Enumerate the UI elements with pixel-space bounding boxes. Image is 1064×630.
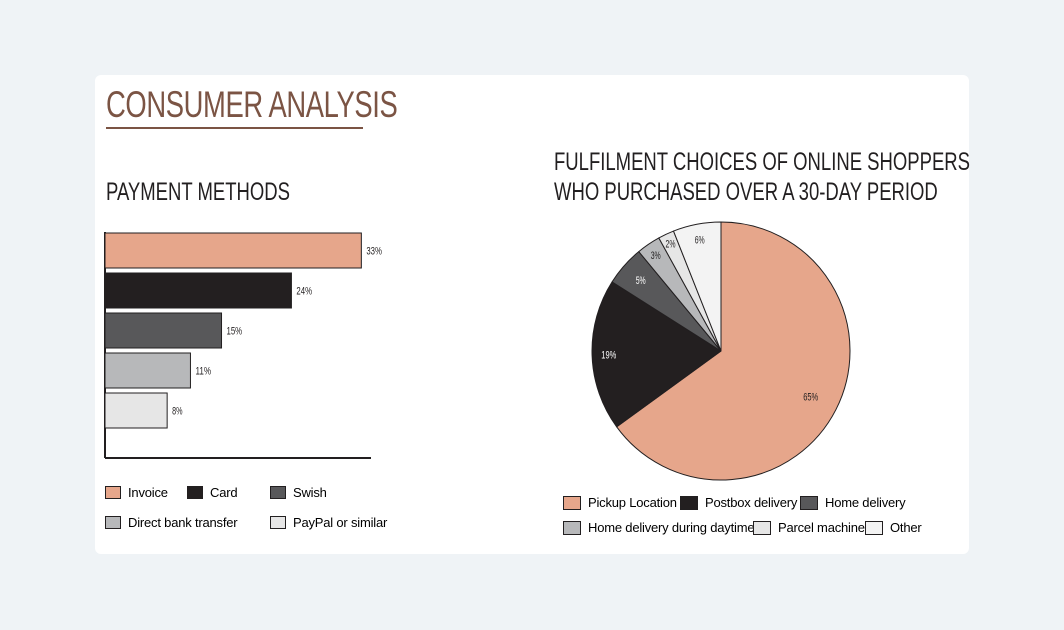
legend-swatch: [680, 495, 698, 510]
pie-data-label: 6%: [695, 235, 705, 247]
bar-swish: [104, 312, 223, 349]
bar-direct-bank-transfer: [104, 352, 191, 389]
bar-data-label: 24%: [296, 286, 312, 298]
payment-chart-title: PAYMENT METHODS: [106, 178, 290, 206]
legend-swatch: [563, 520, 581, 535]
bar-data-label: 11%: [195, 366, 211, 378]
pie-data-label: 19%: [601, 350, 616, 362]
pie-slice-postbox-delivery: [591, 281, 722, 428]
legend-swatch: [865, 520, 883, 535]
legend-label: Parcel machine: [778, 520, 865, 535]
legend-label: Postbox delivery: [705, 495, 798, 510]
legend-label: Pickup Location: [588, 495, 677, 510]
pie-slice-other: [673, 221, 722, 352]
legend-item-invoice: Invoice: [105, 485, 168, 500]
legend-label: PayPal or similar: [293, 515, 388, 530]
legend-swatch: [563, 495, 581, 510]
page-title: CONSUMER ANALYSIS: [106, 84, 398, 125]
legend-label: Other: [890, 520, 922, 535]
legend-item-direct-bank-transfer: Direct bank transfer: [105, 515, 238, 530]
pie-data-label: 5%: [636, 275, 646, 287]
legend-item-home-delivery: Home delivery: [800, 495, 906, 510]
legend-item-pickup-location: Pickup Location: [563, 495, 677, 510]
bar-data-label: 15%: [227, 326, 243, 338]
bar-card: [104, 272, 292, 309]
legend-swatch: [753, 520, 771, 535]
legend-label: Direct bank transfer: [128, 515, 238, 530]
legend-label: Card: [210, 485, 238, 500]
bar-invoice: [104, 232, 362, 269]
legend-item-paypal-or-similar: PayPal or similar: [270, 515, 387, 530]
pie-data-label: 2%: [666, 239, 676, 251]
legend-label: Swish: [293, 485, 327, 500]
legend-label: Invoice: [128, 485, 168, 500]
pie-chart-title-line-1: FULFILMENT CHOICES OF ONLINE SHOPPERS: [554, 148, 970, 176]
legend-item-swish: Swish: [270, 485, 327, 500]
bar-data-label: 33%: [366, 246, 382, 258]
legend-label: Home delivery during daytime: [588, 520, 755, 535]
legend-item-card: Card: [187, 485, 238, 500]
pie-data-label: 3%: [651, 250, 661, 262]
legend-swatch: [105, 486, 121, 499]
legend-swatch: [105, 516, 121, 529]
legend-label: Home delivery: [825, 495, 906, 510]
legend-item-home-delivery-during-daytime: Home delivery during daytime: [563, 520, 755, 535]
pie-data-label: 65%: [803, 392, 818, 404]
bar-paypal-or-similar: [104, 392, 168, 429]
bar-data-label: 8%: [172, 406, 183, 418]
legend-swatch: [270, 516, 286, 529]
pie-chart-title-line-2: WHO PURCHASED OVER A 30-DAY PERIOD: [554, 178, 938, 206]
legend-item-other: Other: [865, 520, 922, 535]
legend-swatch: [270, 486, 286, 499]
pie-slice-pickup-location: [616, 221, 851, 481]
legend-item-parcel-machine: Parcel machine: [753, 520, 865, 535]
legend-item-postbox-delivery: Postbox delivery: [680, 495, 797, 510]
legend-swatch: [187, 486, 203, 499]
title-underline: [106, 127, 363, 129]
legend-swatch: [800, 495, 818, 510]
